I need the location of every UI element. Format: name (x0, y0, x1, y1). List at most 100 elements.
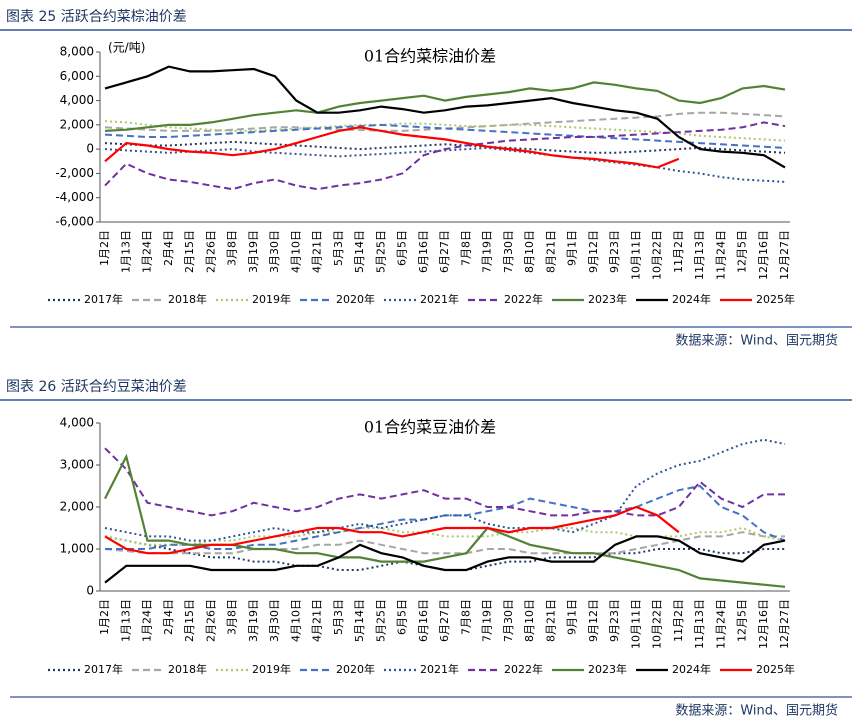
x-tick-label: 3月8日 (226, 230, 239, 266)
y-tick-label: 4,000 (60, 416, 94, 430)
legend-label: 2018年 (168, 662, 207, 676)
x-tick-label: 8月21日 (544, 230, 557, 273)
x-tick-label: 6月27日 (438, 599, 451, 642)
x-tick-label: 11月24日 (714, 599, 727, 649)
x-tick-label: 5月3日 (332, 230, 345, 266)
source-note: 数据来源：Wind、国元期货 (675, 333, 838, 349)
x-tick-label: 3月8日 (226, 599, 239, 635)
legend-label: 2024年 (672, 662, 711, 676)
x-tick-label: 1月13日 (119, 599, 132, 642)
x-tick-label: 4月10日 (289, 230, 302, 273)
legend-label: 2024年 (672, 292, 711, 306)
series-line (104, 531, 785, 555)
x-tick-label: 2月26日 (204, 599, 217, 642)
x-tick-label: 9月1日 (566, 230, 579, 266)
series-line (104, 146, 786, 183)
x-tick-label: 2月4日 (162, 599, 175, 635)
x-tick-label: 3月30日 (268, 599, 281, 642)
x-tick-label: 3月19日 (247, 599, 260, 642)
series-line (104, 111, 786, 132)
x-tick-label: 12月16日 (757, 230, 770, 280)
x-tick-label: 11月13日 (693, 599, 706, 649)
x-tick-label: 6月5日 (396, 599, 409, 635)
x-tick-label: 4月10日 (289, 599, 302, 642)
x-tick-label: 10月11日 (629, 230, 642, 280)
series-line (104, 121, 786, 191)
x-tick-label: 12月27日 (778, 599, 791, 649)
x-tick-label: 7月19日 (481, 230, 494, 273)
legend-label: 2018年 (168, 292, 207, 306)
x-tick-label: 12月27日 (778, 230, 791, 280)
series-line (104, 65, 786, 169)
x-tick-label: 2月26日 (204, 230, 217, 273)
x-tick-label: 12月5日 (736, 230, 749, 273)
y-tick-label: 8,000 (60, 45, 94, 59)
series-line (104, 126, 680, 169)
x-tick-label: 8月10日 (523, 230, 536, 273)
x-tick-label: 7月30日 (502, 599, 515, 642)
x-tick-label: 11月2日 (672, 230, 685, 273)
series-line (104, 505, 680, 555)
x-tick-label: 11月2日 (672, 599, 685, 642)
chart-heading: 图表 26 活跃合约豆菜油价差 (6, 379, 187, 395)
series-line (104, 140, 786, 154)
x-tick-label: 12月5日 (736, 599, 749, 642)
x-tick-label: 2月15日 (183, 599, 196, 642)
y-tick-label: 1,000 (60, 542, 94, 556)
source-note: 数据来源：Wind、国元期货 (675, 703, 838, 719)
x-tick-label: 9月23日 (608, 599, 621, 642)
series-line (104, 453, 786, 588)
x-tick-label: 1月2日 (98, 599, 111, 635)
y-tick-label: 4,000 (60, 93, 94, 107)
series-line (105, 484, 786, 550)
x-tick-label: 11月13日 (693, 230, 706, 280)
legend-label: 2022年 (504, 662, 543, 676)
series-line (104, 526, 786, 546)
legend-label: 2025年 (756, 662, 795, 676)
x-tick-label: 1月13日 (119, 230, 132, 273)
x-tick-label: 7月8日 (459, 230, 472, 266)
y-tick-label: -2,000 (55, 166, 94, 180)
x-tick-label: 12月16日 (757, 599, 770, 649)
x-tick-label: 1月24日 (141, 599, 154, 642)
x-tick-label: 6月16日 (417, 599, 430, 642)
x-tick-label: 8月21日 (544, 599, 557, 642)
x-tick-label: 5月14日 (353, 230, 366, 273)
legend-label: 2021年 (420, 662, 459, 676)
series-line (104, 535, 786, 584)
x-tick-label: 3月19日 (247, 230, 260, 273)
x-tick-label: 9月12日 (587, 599, 600, 642)
y-axis-label: (元/吨) (108, 41, 145, 55)
series-line (104, 81, 786, 132)
x-tick-label: 5月14日 (353, 599, 366, 642)
x-tick-label: 11月24日 (714, 230, 727, 280)
y-tick-label: 0 (86, 142, 94, 156)
y-tick-label: -6,000 (55, 215, 94, 229)
legend-label: 2019年 (252, 292, 291, 306)
x-tick-label: 10月11日 (629, 599, 642, 649)
legend-label: 2017年 (84, 662, 123, 676)
x-tick-label: 4月21日 (311, 599, 324, 642)
legend-label: 2019年 (252, 662, 291, 676)
legend-label: 2020年 (336, 662, 375, 676)
x-tick-label: 7月19日 (481, 599, 494, 642)
x-tick-label: 7月30日 (502, 230, 515, 273)
x-tick-label: 9月23日 (608, 230, 621, 273)
y-tick-label: -4,000 (55, 190, 94, 204)
legend-label: 2017年 (84, 292, 123, 306)
series-line (104, 123, 786, 149)
legend-label: 2020年 (336, 292, 375, 306)
x-tick-label: 8月10日 (523, 599, 536, 642)
x-tick-label: 5月3日 (332, 599, 345, 635)
x-tick-label: 5月25日 (374, 230, 387, 273)
x-tick-label: 6月16日 (417, 230, 430, 273)
legend-label: 2025年 (756, 292, 795, 306)
y-tick-label: 3,000 (60, 458, 94, 472)
x-tick-label: 10月22日 (651, 599, 664, 649)
x-tick-label: 5月25日 (374, 599, 387, 642)
x-tick-label: 10月22日 (651, 230, 664, 280)
series-line (104, 447, 785, 517)
x-tick-label: 6月27日 (438, 230, 451, 273)
chart-heading: 图表 25 活跃合约菜棕油价差 (6, 9, 187, 25)
